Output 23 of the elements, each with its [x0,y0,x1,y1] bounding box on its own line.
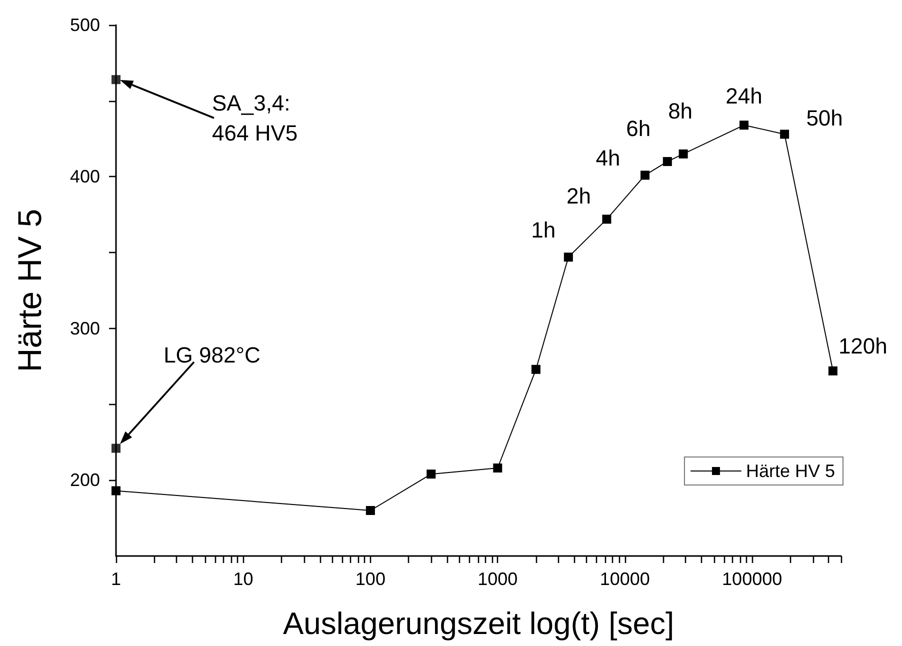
annotation: 4h [596,146,620,171]
annotation: 6h [626,116,651,142]
y-tick-label: 400 [70,166,100,187]
annotation: 50h [806,106,843,131]
annotation: 8h [668,98,693,124]
x-tick-label: 100000 [722,569,782,589]
x-tick-label: 10 [233,569,254,589]
x-tick-label: 1 [110,569,122,589]
y-tick-label: 300 [70,318,100,338]
x-tick-label: 10000 [600,569,650,589]
y-tick-label: 200 [70,470,100,490]
annotation: SA_3,4: 464 HV5 [212,90,298,146]
annotation: LG 982°C [164,342,261,368]
y-axis-title: Härte HV 5 [11,208,48,372]
annotation: 24h [726,84,762,109]
annotation: 2h [566,184,591,209]
x-axis-title: Auslagerungszeit log(t) [sec] [282,606,674,641]
x-tick-label: 100 [355,569,386,589]
legend-label: Härte HV 5 [746,461,836,481]
y-tick-label: 500 [70,15,100,35]
annotation: 120h [838,333,888,358]
annotation: 1h [531,218,556,243]
x-tick-label: 1000 [478,569,518,589]
